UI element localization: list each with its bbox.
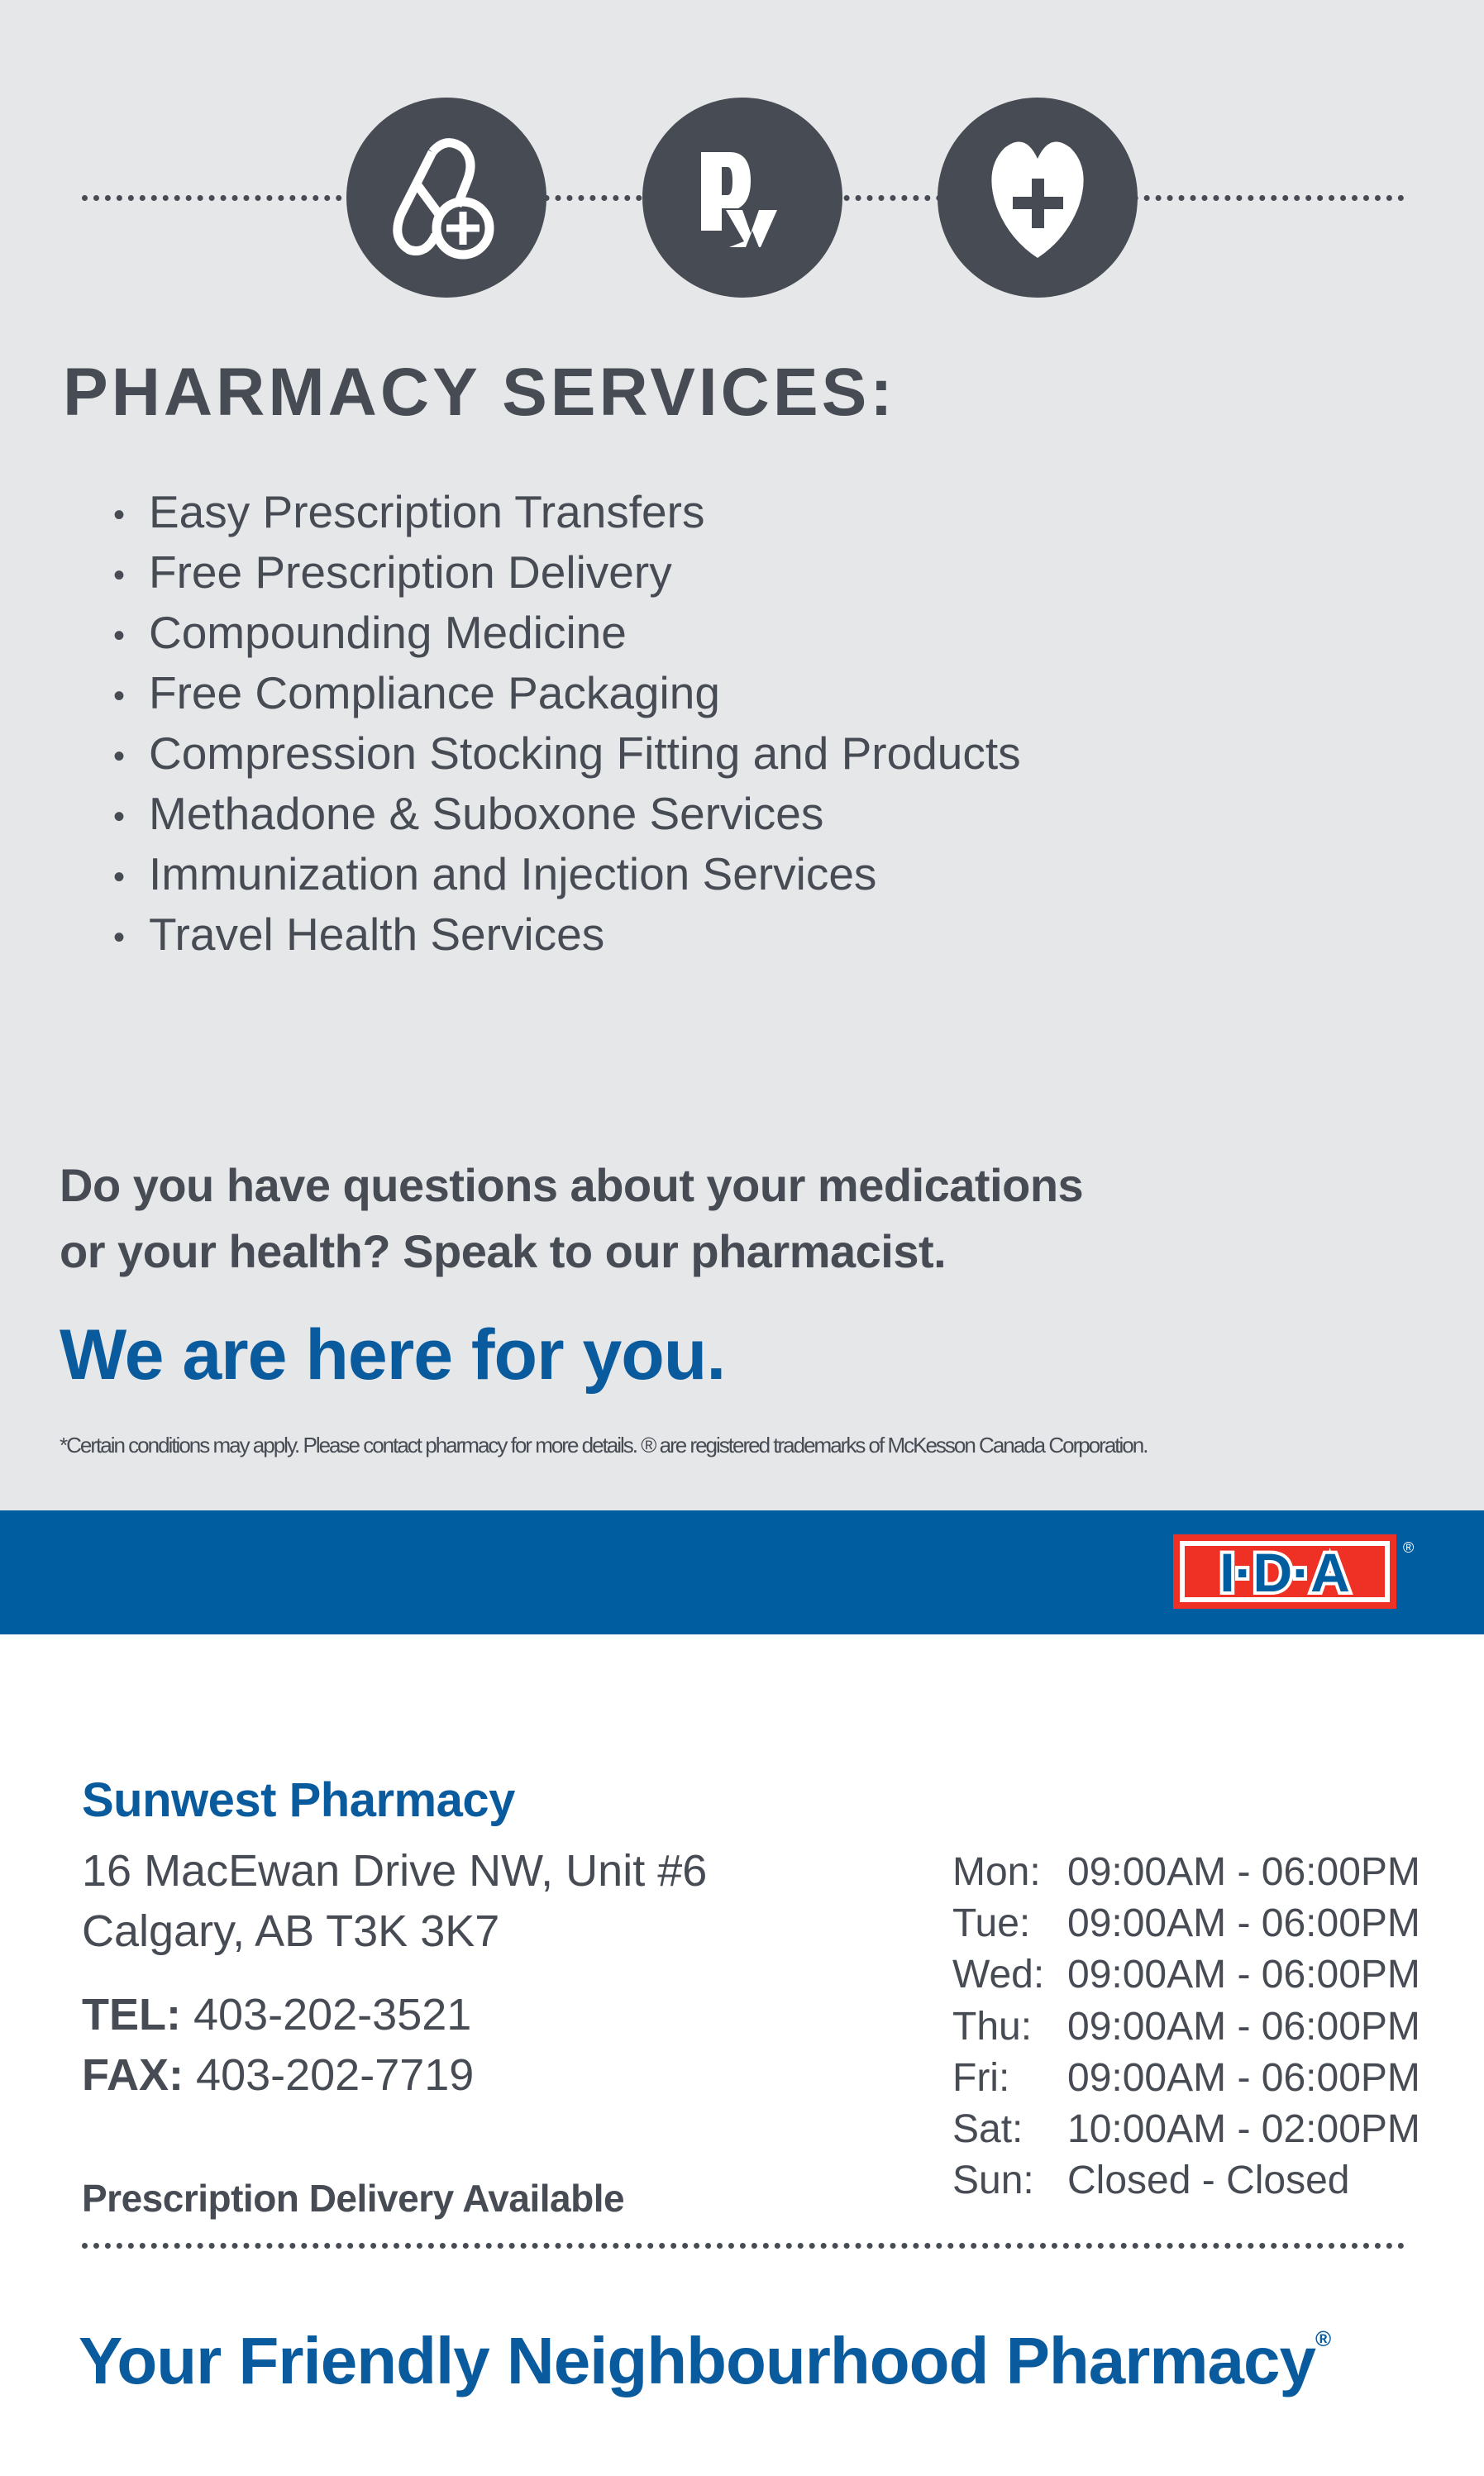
bullet: • <box>113 677 126 714</box>
bullet: • <box>113 737 126 775</box>
ida-logo: I·D·A ® <box>1171 1531 1424 1616</box>
address-line-2: Calgary, AB T3K 3K7 <box>82 1906 500 1956</box>
list-item: • Free Prescription Delivery <box>113 542 1021 603</box>
fax: FAX: 403-202-7719 <box>82 2050 475 2100</box>
hours-row: Sun: Closed - Closed <box>952 2159 1350 2202</box>
address-line-1: 16 MacEwan Drive NW, Unit #6 <box>82 1846 708 1896</box>
hours-row: Wed: 09:00AM - 06:00PM <box>952 1953 1420 1997</box>
tagline: Your Friendly Neighbourhood Pharmacy® <box>79 2324 1331 2397</box>
delivery-note: Prescription Delivery Available <box>82 2177 625 2220</box>
bullet: • <box>113 556 126 594</box>
list-item: • Easy Prescription Transfers <box>113 482 1021 542</box>
bullet: • <box>113 918 126 956</box>
slogan: We are here for you. <box>60 1315 726 1395</box>
bullet: • <box>113 798 126 835</box>
svg-text:I·D·A: I·D·A <box>1219 1542 1350 1603</box>
list-item: • Compression Stocking Fitting and Produc… <box>113 723 1021 784</box>
pharmacist-question: Do you have questions about your medicat… <box>60 1159 1084 1277</box>
svg-text:®: ® <box>1403 1539 1414 1556</box>
list-item: • Immunization and Injection Services <box>113 844 1021 904</box>
list-item: • Compounding Medicine <box>113 603 1021 663</box>
services-list: • Easy Prescription Transfers • Free Presc… <box>113 482 1021 965</box>
telephone: TEL: 403-202-3521 <box>82 1990 472 2039</box>
hours-row: Thu: 09:00AM - 06:00PM <box>952 2005 1420 2049</box>
store-name: Sunwest Pharmacy <box>82 1773 515 1827</box>
rx-icon <box>642 98 842 298</box>
list-item: • Free Compliance Packaging <box>113 663 1021 723</box>
bullet: • <box>113 858 126 895</box>
hours-row: Sat: 10:00AM - 02:00PM <box>952 2107 1420 2151</box>
bullet: • <box>113 617 126 654</box>
dotted-divider <box>82 2243 1405 2249</box>
services-title: PHARMACY SERVICES: <box>63 355 896 430</box>
pill-plus-icon <box>346 98 546 298</box>
fax-number: 403-202-7719 <box>196 2050 475 2100</box>
list-item: • Travel Health Services <box>113 904 1021 965</box>
bullet: • <box>113 496 126 533</box>
footnote: *Certain conditions may apply. Please co… <box>60 1433 1148 1457</box>
hours-row: Tue: 09:00AM - 06:00PM <box>952 1901 1420 1945</box>
heart-plus-icon <box>938 98 1138 298</box>
list-item: • Methadone & Suboxone Services <box>113 784 1021 844</box>
hours-row: Mon: 09:00AM - 06:00PM <box>952 1850 1420 1894</box>
hours-row: Fri: 09:00AM - 06:00PM <box>952 2056 1420 2100</box>
phone-number[interactable]: 403-202-3521 <box>193 1990 472 2039</box>
